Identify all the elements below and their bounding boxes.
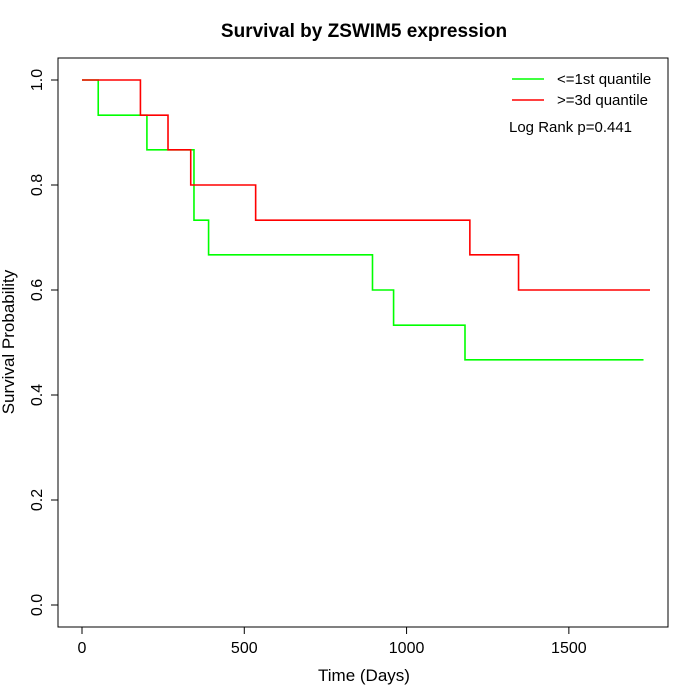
legend-label: >=3d quantile <box>557 92 648 109</box>
series-layer <box>82 79 650 361</box>
x-tick-label: 0 <box>78 640 87 657</box>
x-tick-label: 500 <box>231 640 258 657</box>
x-tick-label: 1500 <box>551 640 587 657</box>
y-tick-label: 1.0 <box>29 69 46 91</box>
x-tick-label: 1000 <box>389 640 425 657</box>
y-axis: 0.0 0.2 0.4 0.6 0.8 1.0 <box>29 69 59 616</box>
y-tick-label: 0.0 <box>29 594 46 616</box>
y-tick-label: 0.2 <box>29 489 46 511</box>
series-line-high-quantile <box>82 79 650 291</box>
x-axis: 0 500 1000 1500 <box>78 626 587 657</box>
x-axis-title: Time (Days) <box>318 666 410 685</box>
legend: <=1st quantile >=3d quantile <box>512 71 651 109</box>
plot-frame <box>57 57 669 628</box>
y-tick-label: 0.6 <box>29 279 46 301</box>
series-line-low-quantile <box>82 79 644 361</box>
log-rank-annotation: Log Rank p=0.441 <box>509 119 632 136</box>
y-tick-label: 0.4 <box>29 384 46 406</box>
legend-label: <=1st quantile <box>557 71 651 88</box>
y-axis-title: Survival Probability <box>0 269 18 414</box>
chart-title: Survival by ZSWIM5 expression <box>221 21 507 42</box>
y-tick-label: 0.8 <box>29 174 46 196</box>
